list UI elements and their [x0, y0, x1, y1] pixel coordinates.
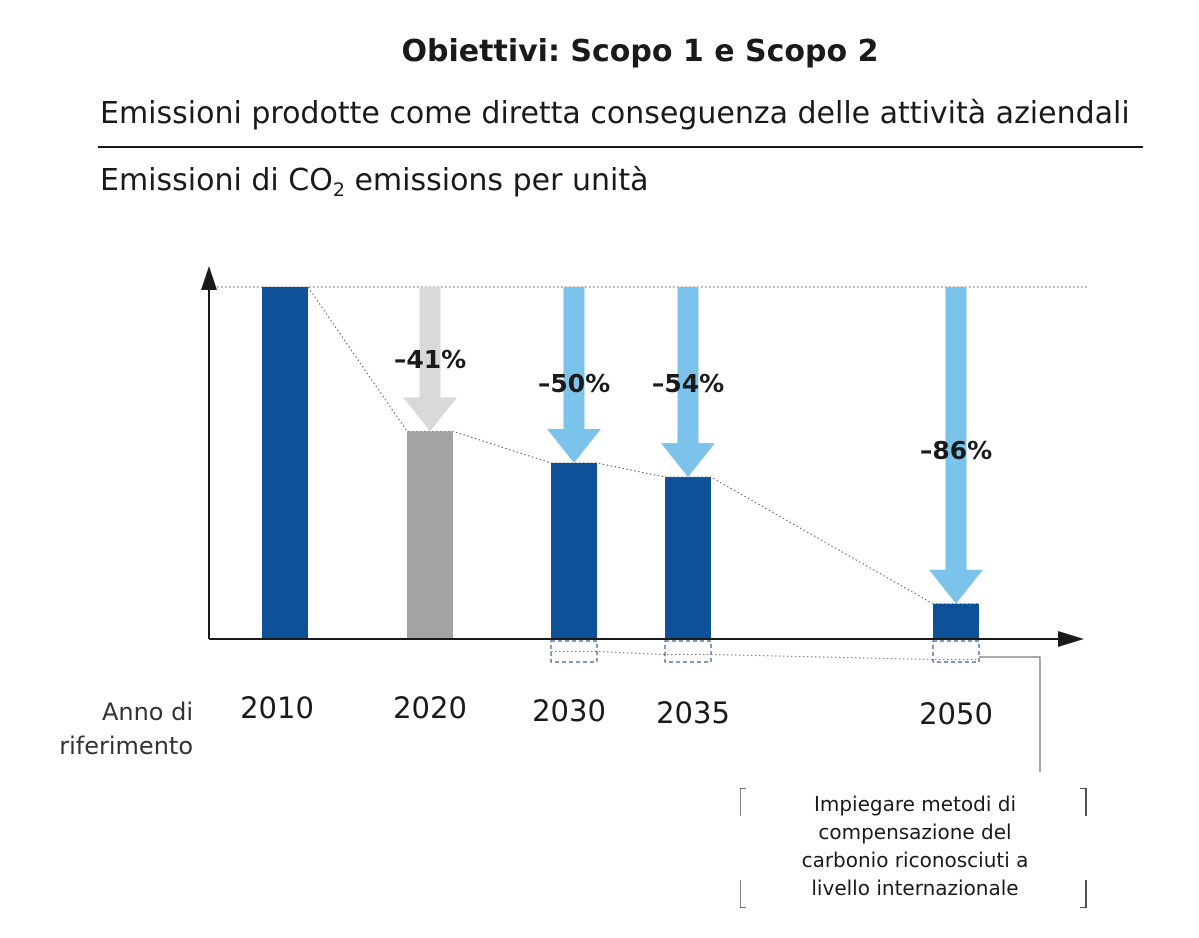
x-axis-label-line-2: riferimento	[59, 732, 193, 760]
y-axis-label-prefix: Emissioni di CO	[100, 163, 333, 198]
annotation-text: Impiegare metodi di compensazione del carb…	[740, 790, 1090, 902]
annotation-line-3: carbonio riconosciuti a	[801, 848, 1029, 872]
bar-2050	[933, 603, 979, 639]
x-axis-arrowhead	[1058, 631, 1084, 647]
offset-box-2050	[932, 640, 980, 663]
reduction-arrow-2035	[661, 287, 715, 478]
bar-2010	[262, 287, 308, 639]
bar-2030	[551, 463, 597, 639]
y-axis-arrowhead	[201, 266, 217, 290]
data-label-2050: –86%	[920, 436, 992, 465]
x-axis-label-line-1: Anno di	[102, 698, 193, 726]
x-tick-label-2035: 2035	[656, 696, 730, 730]
bracket-bottom-right	[1080, 880, 1087, 908]
reduction-arrow-2030	[547, 287, 601, 463]
x-tick-label-2030: 2030	[532, 694, 606, 728]
annotation-connector	[979, 656, 1041, 772]
reduction-arrow-2050	[929, 287, 983, 604]
chart-subtitle: Emissioni prodotte come diretta consegue…	[100, 96, 1130, 131]
reduction-arrow-2020	[403, 287, 457, 432]
data-label-2030: –50%	[538, 369, 610, 398]
y-axis-label: Emissioni di CO2 emissions per unità	[100, 163, 648, 201]
x-tick-label-2050: 2050	[919, 697, 993, 731]
y-axis-label-subscript: 2	[332, 179, 345, 201]
annotation-line-2: compensazione del	[818, 820, 1012, 844]
bracket-top-right	[1080, 788, 1087, 816]
annotation-line-4: livello internazionale	[811, 876, 1019, 900]
annotation-box: Impiegare metodi di compensazione del carb…	[740, 788, 1090, 908]
offset-trend-line	[551, 651, 979, 660]
x-tick-label-2020: 2020	[393, 691, 467, 725]
offset-box-2035	[664, 640, 712, 663]
annotation-brackets	[740, 788, 1087, 908]
x-tick-label-2010: 2010	[240, 691, 314, 725]
offset-box-2030	[550, 640, 598, 663]
chart-title: Obiettivi: Scopo 1 e Scopo 2	[401, 34, 879, 69]
annotation-line-1: Impiegare metodi di	[813, 792, 1017, 816]
divider	[98, 146, 1143, 148]
bar-2035	[665, 477, 711, 639]
data-label-2035: –54%	[652, 369, 724, 398]
bar-2020	[407, 431, 453, 639]
data-label-2020: –41%	[394, 345, 466, 374]
y-axis-label-suffix: emissions per unità	[344, 163, 649, 198]
